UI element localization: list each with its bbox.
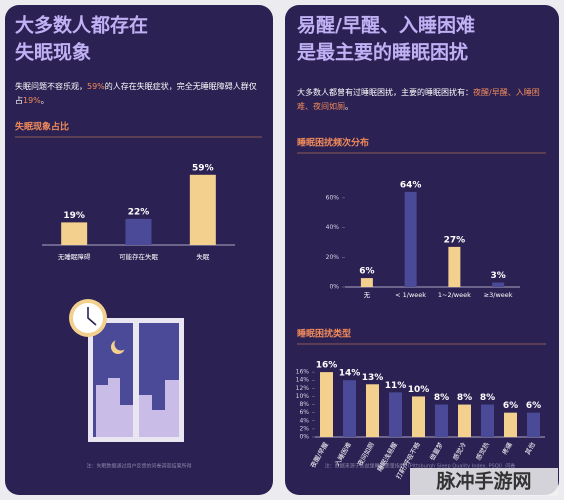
value-label: 13%	[362, 373, 384, 383]
value-label: 6%	[359, 267, 374, 277]
y-tick-label: 0%	[329, 284, 339, 291]
bar	[320, 372, 333, 437]
value-label: 8%	[457, 393, 472, 403]
y-tick-label: 4%	[299, 417, 309, 424]
value-label: 10%	[408, 385, 430, 395]
x-tick-label: 1~2/week	[438, 291, 471, 299]
value-label: 6%	[526, 401, 541, 411]
bar	[189, 174, 216, 245]
clock-hands	[87, 307, 97, 326]
body-text: 占19%。	[15, 95, 49, 105]
title-line: 易醒/早醒、入睡困难	[297, 14, 475, 37]
y-tick-label: 0%	[299, 434, 309, 441]
bar	[125, 218, 152, 245]
text-segment: 占	[15, 95, 23, 105]
text-segment: 。	[345, 102, 353, 111]
y-tick-label: 40%	[326, 224, 340, 231]
y-tick-label: 10%	[296, 393, 310, 400]
bar	[481, 404, 494, 437]
footnote: 注：数据来源于匹兹堡睡眠质量指数（Pittsburgh Sleep Qualit…	[325, 463, 516, 470]
body-text: 失眠问题不容乐观，59%的人存在失眠症状，完全无睡眠障碍人群仅	[15, 81, 257, 91]
y-tick-label: 16%	[296, 369, 310, 376]
body-text: 难、夜间如厕。	[297, 101, 353, 111]
left-panel	[5, 5, 273, 495]
y-tick-label: 2%	[299, 425, 309, 432]
x-tick-label: 可能存在失眠	[119, 252, 159, 261]
bar	[448, 246, 461, 287]
moon-shadow	[114, 337, 128, 351]
bar	[458, 404, 471, 437]
bar	[366, 384, 379, 437]
text-segment: 难、夜间如厕	[297, 101, 345, 111]
value-label: 3%	[490, 271, 505, 281]
bar	[61, 222, 88, 245]
x-tick-label: ≥3/week	[484, 291, 513, 299]
x-tick-label: < 1/week	[395, 291, 426, 299]
section-title: 睡眠困扰频次分布	[297, 137, 369, 149]
y-tick-label: 6%	[299, 409, 309, 416]
value-label: 22%	[128, 207, 150, 217]
footnote: 注：失眠数据通过用户反馈的问卷调查结果所得	[86, 463, 191, 470]
illustration	[69, 299, 184, 442]
building	[139, 380, 179, 437]
value-label: 27%	[444, 235, 466, 245]
y-tick-label: 12%	[296, 385, 310, 392]
section-title: 失眠现象占比	[15, 121, 69, 133]
bar	[360, 278, 373, 287]
y-tick-label: 20%	[326, 254, 340, 261]
value-label: 14%	[339, 369, 361, 379]
x-tick-label: 无	[364, 291, 371, 299]
text-segment: 大多数人都曾有过睡眠困扰，主要的睡眠困扰有：	[297, 87, 473, 97]
value-label: 59%	[192, 163, 214, 173]
text-segment: 59%	[87, 82, 105, 91]
y-tick-label: 60%	[326, 194, 340, 201]
value-label: 8%	[434, 393, 449, 403]
y-tick-label: 8%	[299, 401, 309, 408]
title-line: 是最主要的睡眠困扰	[297, 41, 468, 64]
x-tick-label: 失眠	[196, 252, 210, 261]
watermark-bg	[410, 468, 558, 496]
bar	[504, 412, 517, 437]
title-line: 大多数人都存在	[15, 14, 148, 37]
body-text: 大多数人都曾有过睡眠困扰，主要的睡眠困扰有：夜醒/早醒、入睡困	[297, 87, 540, 97]
bar	[404, 191, 417, 287]
value-label: 6%	[503, 401, 518, 411]
bar	[492, 282, 505, 287]
title-line: 失眠现象	[15, 41, 91, 64]
bar	[343, 380, 356, 437]
value-label: 19%	[63, 211, 85, 221]
bar	[389, 392, 402, 437]
value-label: 16%	[316, 361, 338, 371]
value-label: 64%	[400, 180, 422, 190]
text-segment: 的人存在失眠症状，完全无睡眠障碍人群仅	[105, 81, 257, 91]
right-panel	[285, 5, 559, 495]
value-label: 11%	[385, 381, 407, 391]
value-label: 8%	[480, 393, 495, 403]
text-segment: 失眠问题不容乐观，	[15, 81, 87, 91]
bar	[527, 412, 540, 437]
text-segment: 。	[41, 96, 49, 105]
building	[96, 378, 133, 437]
text-segment: 夜醒/早醒、入睡困	[473, 87, 540, 97]
x-tick-label: 无睡眠障碍	[58, 252, 91, 261]
text-segment: 19%	[23, 96, 41, 105]
watermark: 脉冲手游网	[435, 470, 531, 493]
y-tick-label: 14%	[296, 377, 310, 384]
bar	[412, 396, 425, 437]
bar	[435, 404, 448, 437]
section-title: 睡眠困扰类型	[297, 328, 351, 340]
